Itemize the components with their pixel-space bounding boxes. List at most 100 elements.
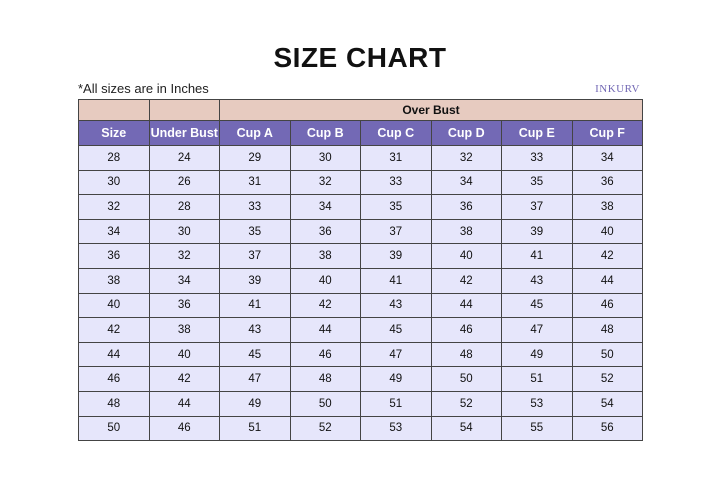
table-cell: 38 [148,317,220,343]
over-bust-header: Over Bust [219,99,643,121]
table-cell: 44 [78,341,150,368]
table-row: 38 34 39 40 41 42 43 44 [78,267,643,294]
table-cell: 55 [501,415,573,442]
table-cell: 42 [571,243,643,269]
table-cell: 24 [148,145,220,171]
table-cell: 54 [430,415,502,442]
table-cell: 37 [501,194,573,220]
table-cell: 33 [360,169,432,196]
table-cell: 38 [289,243,361,269]
table-cell: 46 [289,341,361,368]
table-cell: 44 [148,390,220,417]
table-cell: 44 [571,267,643,294]
table-row: 32 28 33 34 35 36 37 38 [78,194,643,220]
table-cell: 53 [360,415,432,442]
table-cell: 50 [430,366,502,392]
table-cell: 37 [360,218,432,245]
table-cell: 52 [430,390,502,417]
group-header-row: Over Bust [78,99,643,121]
table-cell: 31 [360,145,432,171]
table-cell: 40 [430,243,502,269]
table-cell: 46 [78,366,150,392]
column-header: Under Bust [148,120,220,146]
table-cell: 54 [571,390,643,417]
table-cell: 45 [219,341,291,368]
table-cell: 32 [289,169,361,196]
column-header: Cup C [360,120,432,146]
table-cell: 50 [289,390,361,417]
table-cell: 33 [501,145,573,171]
table-cell: 36 [289,218,361,245]
table-cell: 51 [360,390,432,417]
table-row: 28 24 29 30 31 32 33 34 [78,145,643,171]
table-cell: 39 [360,243,432,269]
table-cell: 47 [219,366,291,392]
table-cell: 32 [430,145,502,171]
table-cell: 51 [501,366,573,392]
table-cell: 28 [78,145,150,171]
table-cell: 51 [219,415,291,442]
table-cell: 50 [78,415,150,442]
empty-cell [78,99,150,121]
table-row: 50 46 51 52 53 54 55 56 [78,415,643,442]
table-cell: 49 [501,341,573,368]
table-cell: 40 [78,292,150,319]
table-cell: 43 [501,267,573,294]
table-cell: 32 [78,194,150,220]
units-note: *All sizes are in Inches [78,81,209,96]
table-row: 44 40 45 46 47 48 49 50 [78,341,643,368]
table-cell: 46 [430,317,502,343]
table-cell: 36 [148,292,220,319]
table-cell: 47 [360,341,432,368]
table-cell: 42 [430,267,502,294]
table-cell: 49 [360,366,432,392]
table-cell: 34 [148,267,220,294]
table-cell: 33 [219,194,291,220]
table-cell: 45 [360,317,432,343]
empty-cell [148,99,220,121]
table-cell: 34 [571,145,643,171]
table-cell: 30 [78,169,150,196]
table-cell: 32 [148,243,220,269]
table-row: 36 32 37 38 39 40 41 42 [78,243,643,269]
table-cell: 34 [78,218,150,245]
table-row: 34 30 35 36 37 38 39 40 [78,218,643,245]
table-cell: 46 [571,292,643,319]
table-cell: 48 [289,366,361,392]
table-cell: 31 [219,169,291,196]
table-cell: 45 [501,292,573,319]
table-cell: 42 [148,366,220,392]
table-cell: 35 [360,194,432,220]
table-cell: 52 [289,415,361,442]
table-cell: 38 [430,218,502,245]
table-cell: 35 [501,169,573,196]
column-header: Cup E [501,120,573,146]
column-header: Cup B [289,120,361,146]
table-cell: 48 [78,390,150,417]
table-cell: 34 [289,194,361,220]
table-cell: 42 [289,292,361,319]
column-header: Cup D [430,120,502,146]
table-cell: 56 [571,415,643,442]
column-header: Cup F [571,120,643,146]
table-cell: 39 [219,267,291,294]
table-row: 42 38 43 44 45 46 47 48 [78,317,643,343]
table-cell: 36 [571,169,643,196]
table-cell: 38 [571,194,643,220]
table-cell: 50 [571,341,643,368]
table-cell: 48 [430,341,502,368]
table-row: 48 44 49 50 51 52 53 54 [78,390,643,417]
table-cell: 40 [289,267,361,294]
table-cell: 30 [289,145,361,171]
brand-logo: INKURV [595,83,640,95]
column-header: Size [78,120,150,146]
table-cell: 30 [148,218,220,245]
table-row: 30 26 31 32 33 34 35 36 [78,169,643,196]
table-cell: 39 [501,218,573,245]
table-cell: 43 [219,317,291,343]
table-cell: 46 [148,415,220,442]
table-cell: 35 [219,218,291,245]
table-cell: 41 [501,243,573,269]
